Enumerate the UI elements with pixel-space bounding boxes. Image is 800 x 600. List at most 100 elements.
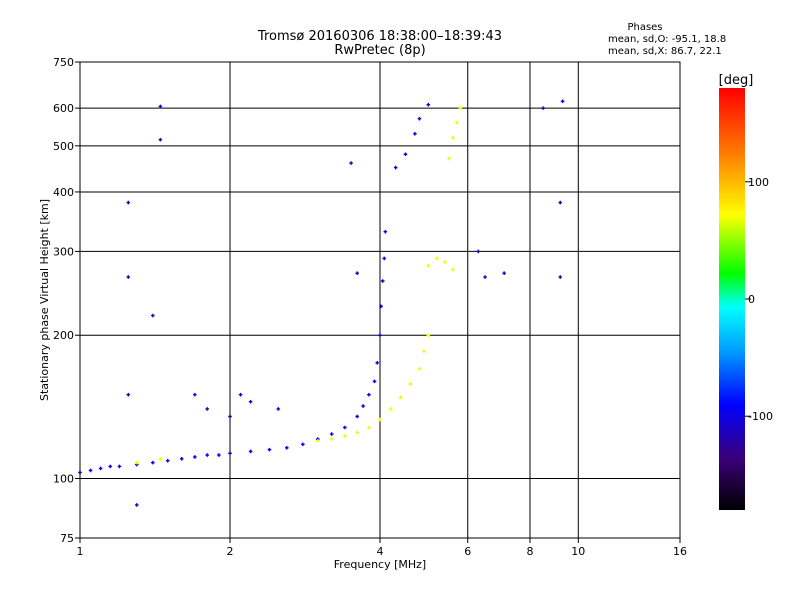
data-point [228, 414, 232, 419]
data-point [126, 392, 131, 397]
data-point [443, 260, 447, 264]
data-point [417, 367, 422, 371]
data-point [426, 102, 431, 107]
data-point [355, 430, 359, 435]
data-point [403, 152, 408, 157]
data-point [248, 399, 253, 404]
data-point [372, 379, 377, 384]
data-points [78, 99, 565, 507]
data-point [476, 249, 481, 254]
data-point [276, 407, 281, 411]
series-spread-f-scattered-echoes [126, 99, 565, 507]
data-point [179, 457, 184, 461]
data-point [205, 407, 209, 411]
y-tick-label: 400 [53, 186, 74, 199]
data-point [329, 437, 334, 441]
data-point [502, 271, 506, 275]
chart-title: Tromsø 20160306 18:38:00–18:39:43 [257, 29, 502, 44]
data-point [126, 200, 131, 205]
y-tick-label: 75 [60, 532, 74, 545]
data-point [558, 200, 563, 205]
x-tick-label: 4 [377, 545, 384, 558]
data-point [315, 439, 320, 443]
data-point [447, 156, 451, 161]
x-tick-label: 6 [464, 545, 471, 558]
data-point [158, 137, 163, 142]
y-axis-ticks: 75 100 200 300 400 500 600 750 [53, 56, 80, 545]
data-point [379, 304, 383, 309]
series-x-mode-trace [134, 106, 463, 465]
data-point [483, 275, 487, 279]
colorbar-tick-label: -100 [748, 410, 773, 423]
data-point [367, 425, 371, 430]
data-point [361, 404, 365, 408]
data-point [108, 464, 113, 469]
x-tick-label: 10 [571, 545, 585, 558]
data-point [151, 460, 155, 465]
x-axis-ticks: 1 2 4 6 8 10 16 [77, 538, 687, 558]
data-point [380, 279, 385, 283]
colorbar-tick-label: 0 [748, 293, 755, 306]
data-point [408, 382, 413, 386]
chart-subtitle: RwPretec (8p) [334, 43, 425, 58]
data-point [417, 116, 422, 121]
data-point [217, 453, 221, 457]
data-point [343, 433, 347, 438]
y-tick-label: 500 [53, 140, 74, 153]
data-point [454, 120, 459, 125]
phases-x-stats: mean, sd,X: 86.7, 22.1 [608, 46, 722, 57]
data-point [355, 271, 359, 275]
x-tick-label: 8 [527, 545, 534, 558]
y-axis-label: Stationary phase Virtual Height [km] [38, 199, 51, 401]
data-point [422, 349, 426, 354]
x-axis-label: Frequency [MHz] [334, 558, 426, 571]
data-point [426, 263, 431, 268]
data-point [329, 432, 334, 436]
data-point [158, 104, 163, 109]
data-point [398, 395, 403, 400]
phases-heading: Phases [627, 22, 662, 33]
data-point [355, 414, 359, 419]
data-point [382, 256, 387, 261]
data-point [367, 392, 371, 397]
data-point [343, 425, 347, 430]
data-point [98, 466, 103, 471]
data-point [165, 458, 170, 463]
y-tick-label: 600 [53, 102, 74, 115]
data-point [378, 333, 382, 338]
data-point [393, 165, 398, 170]
data-point [228, 451, 232, 456]
colorbar [719, 88, 745, 510]
data-point [451, 135, 455, 140]
colorbar-label: [deg] [719, 73, 754, 88]
data-point [88, 468, 93, 473]
data-point [193, 392, 197, 397]
data-point [151, 313, 155, 318]
data-point [205, 453, 209, 457]
data-point [267, 447, 272, 452]
data-point [375, 361, 380, 365]
data-point [541, 106, 545, 110]
data-point [301, 442, 305, 447]
data-point [193, 455, 197, 459]
data-point [349, 161, 353, 165]
phases-o-stats: mean, sd,O: -95.1, 18.8 [608, 34, 726, 45]
data-point [426, 333, 431, 338]
x-tick-label: 2 [227, 545, 234, 558]
data-point [238, 392, 243, 397]
data-point [413, 131, 417, 136]
data-point [558, 275, 563, 279]
data-point [378, 417, 382, 422]
x-tick-label: 1 [77, 545, 84, 558]
data-point [117, 464, 122, 469]
data-point [248, 449, 253, 454]
series-o-mode-trace [78, 102, 431, 475]
data-point [451, 267, 455, 272]
data-point [284, 446, 289, 450]
data-point [388, 407, 393, 411]
colorbar-tick-label: 100 [748, 176, 769, 189]
data-point [134, 503, 139, 507]
data-point [158, 457, 163, 461]
y-tick-label: 200 [53, 329, 74, 342]
